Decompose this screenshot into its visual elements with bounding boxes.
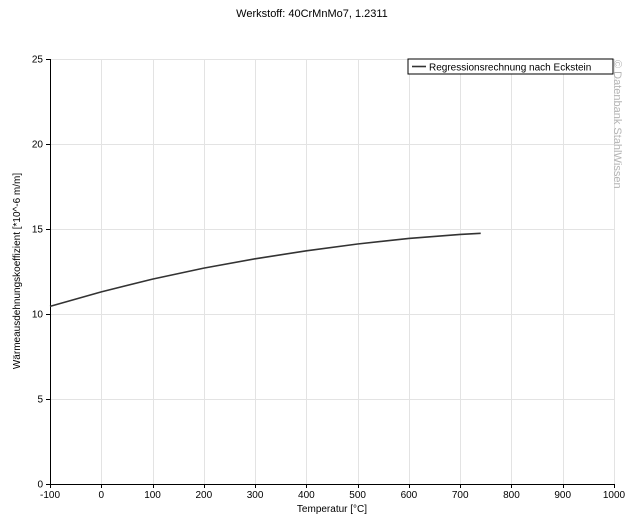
x-tick-label: -100 — [40, 490, 60, 501]
legend-label: Regressionsrechnung nach Eckstein — [429, 63, 591, 74]
y-tick-label: 0 — [37, 480, 43, 491]
x-tick-label: 200 — [195, 490, 212, 501]
series-line — [49, 232, 481, 308]
y-tick-label: 15 — [32, 225, 44, 236]
series-layer — [49, 232, 481, 308]
x-tick-label: 500 — [349, 490, 366, 501]
x-tick-label: 0 — [98, 490, 104, 501]
y-tick-label: 10 — [32, 310, 44, 321]
y-tick-label: 5 — [37, 395, 43, 406]
x-ticks: -100 0 100 200 300 400 500 600 700 800 900 1000 — [40, 484, 625, 501]
x-tick-label: 700 — [452, 490, 469, 501]
x-tick-label: 600 — [401, 490, 418, 501]
x-tick-label: 300 — [247, 490, 264, 501]
chart-title: Werkstoff: 40CrMnMo7, 1.2311 — [236, 8, 388, 20]
x-tick-label: 1000 — [603, 490, 625, 501]
x-axis-label: Temperatur [°C] — [297, 504, 367, 515]
x-tick-label: 100 — [144, 490, 161, 501]
legend: Regressionsrechnung nach Eckstein — [407, 58, 614, 75]
y-tick-label: 20 — [32, 140, 44, 151]
x-tick-label: 400 — [298, 490, 315, 501]
y-ticks: 0 5 10 15 20 25 — [32, 55, 50, 491]
watermark: © Datenbank StahlWissen — [611, 60, 623, 189]
axes — [50, 59, 614, 485]
x-tick-label: 800 — [503, 490, 520, 501]
legend-box — [407, 58, 614, 75]
grid — [50, 59, 615, 485]
y-axis-label: Wärmeausdehnungskoeffizient [*10^-6 m/m] — [12, 173, 23, 369]
x-tick-label: 900 — [554, 490, 571, 501]
y-tick-label: 25 — [32, 55, 44, 66]
